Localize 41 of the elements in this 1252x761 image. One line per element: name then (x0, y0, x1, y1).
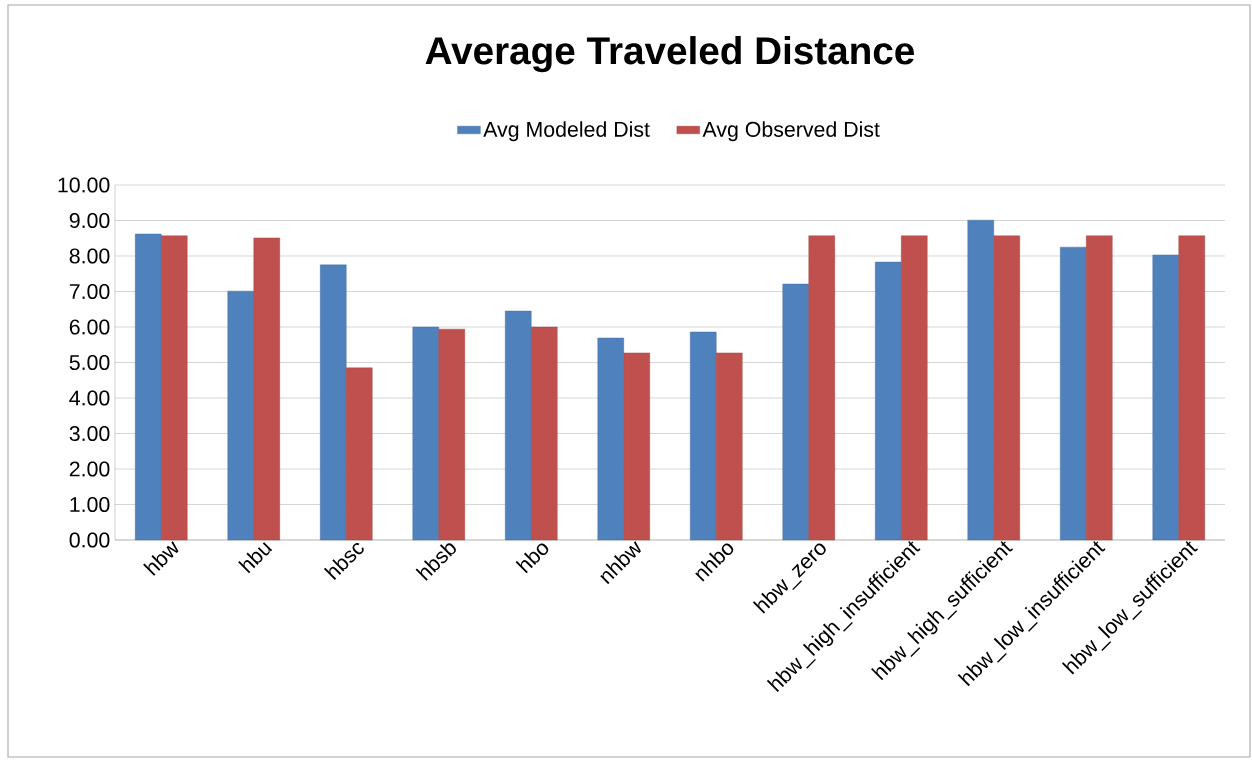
bar (1178, 235, 1205, 541)
y-tick-label: 1.00 (70, 496, 110, 513)
bar (875, 261, 902, 541)
bar (1060, 246, 1087, 541)
y-tick-label: 4.00 (69, 390, 110, 406)
bar (1152, 254, 1179, 541)
y-tick-label: 7.00 (69, 283, 110, 300)
y-tick-label: 10.00 (58, 177, 110, 193)
y-tick-label: 5.00 (69, 354, 110, 371)
bar (253, 237, 280, 541)
y-tick-label: 3.00 (69, 425, 110, 442)
x-tick-label: hbw (143, 541, 179, 576)
bar (320, 264, 347, 541)
bar (690, 331, 717, 541)
bar (716, 352, 743, 541)
bar (808, 235, 835, 541)
bar (623, 352, 650, 541)
bar (993, 235, 1020, 541)
bar (505, 310, 532, 541)
y-tick-label: 8.00 (69, 248, 110, 264)
y-tick-label: 2.00 (69, 461, 110, 477)
bar (135, 233, 162, 541)
legend-label: Avg Observed Dist (702, 121, 880, 142)
y-tick-label: 0.00 (69, 532, 110, 548)
x-tick-label: hbu (238, 542, 273, 574)
bar (346, 367, 373, 541)
bar (531, 326, 558, 541)
y-tick-label: 6.00 (69, 319, 110, 335)
bar (597, 337, 624, 541)
bar (161, 235, 188, 541)
chart-title: Average Traveled Distance (425, 36, 914, 73)
bar (901, 235, 928, 541)
bar (967, 219, 994, 541)
bar (438, 328, 465, 541)
bar (412, 326, 439, 541)
y-tick-label: 9.00 (69, 212, 110, 229)
bar (227, 290, 254, 541)
legend-label: Avg Modeled Dist (483, 121, 650, 142)
x-tick-label: hbo (515, 543, 549, 574)
bar (782, 283, 809, 541)
bar (1086, 235, 1113, 541)
